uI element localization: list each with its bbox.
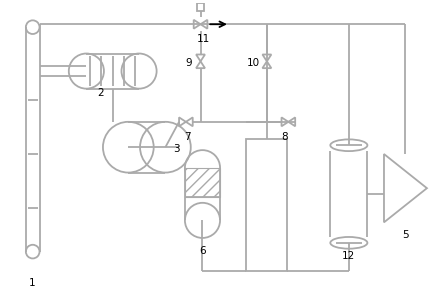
Text: 1: 1 [28, 278, 35, 288]
Text: 6: 6 [199, 246, 206, 256]
Bar [185, 168, 220, 197]
Text: 7: 7 [185, 132, 191, 142]
Text: 8: 8 [281, 132, 288, 142]
Text: 2: 2 [98, 88, 104, 98]
Text: 10: 10 [247, 58, 260, 68]
Bar [246, 139, 287, 271]
Text: 11: 11 [197, 34, 210, 44]
Text: 5: 5 [402, 230, 409, 240]
Bar [197, 3, 204, 11]
Text: 9: 9 [186, 58, 192, 68]
Text: 12: 12 [342, 251, 356, 261]
Text: 3: 3 [173, 144, 180, 154]
